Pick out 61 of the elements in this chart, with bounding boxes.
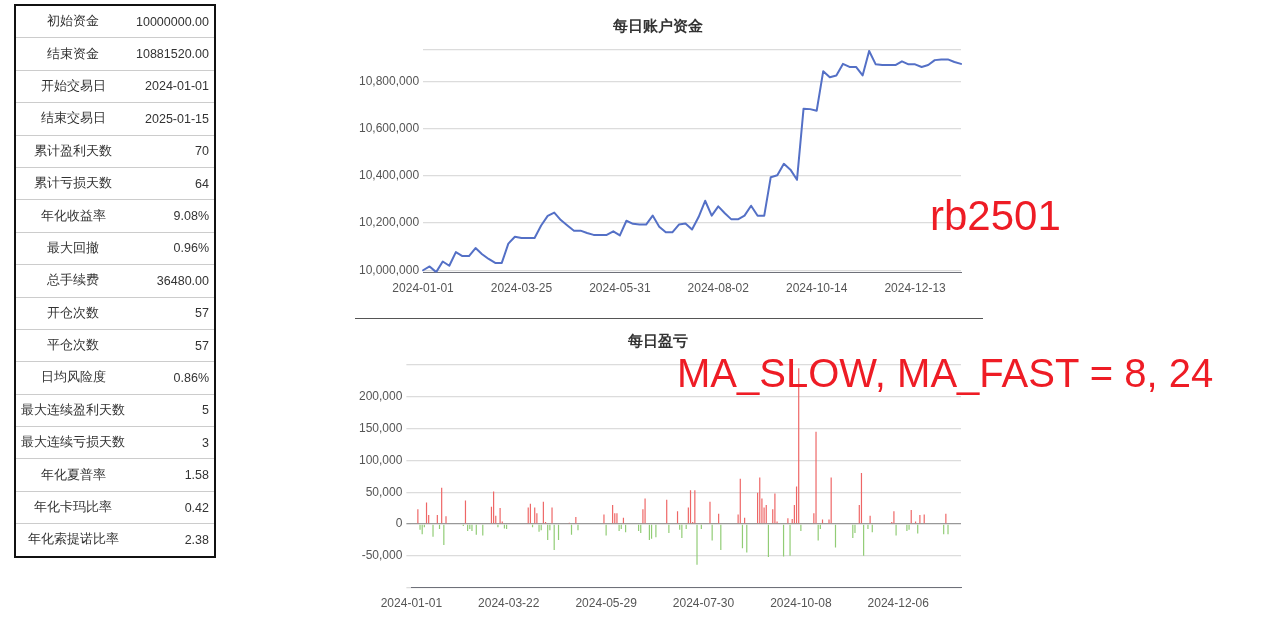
text: 57 [195,306,209,321]
y-tick-label: 200,000 [358,389,403,404]
text: 5 [202,403,209,418]
text: 0.86% [173,370,209,385]
y-tick-label: 100,000 [358,452,403,467]
category-label: 结束交易日 [15,102,131,136]
category-label: 最大回撤 [15,232,131,265]
x-tick-label: 2024-03-22 [478,596,540,611]
category-label: 初始资金 [15,5,131,38]
y-tick-label: 150,000 [358,420,403,435]
category-label: 总手续费 [15,264,131,298]
category-label: 最大连续亏损天数 [15,426,131,459]
chart-title: 每日账户资金 [612,17,703,35]
y-tick-label: 10,800,000 [359,74,420,89]
x-tick-label: 2024-03-25 [490,281,553,296]
category-label: 年化收益率 [15,199,131,233]
category-label: 开始交易日 [15,70,131,103]
x-tick-label: 2024-05-29 [575,596,638,611]
x-tick-label: 2024-08-02 [687,281,750,296]
text: 10000000.00 [136,14,209,29]
category-label: 结束资金 [15,37,131,71]
text: 57 [195,338,209,353]
x-tick-label: 2024-12-13 [884,281,947,296]
category-label: 年化卡玛比率 [15,491,131,524]
x-tick-label: 2024-01-01 [380,596,443,611]
text: 1.58 [184,468,209,483]
text: 10881520.00 [136,47,209,62]
x-tick-label: 2024-10-08 [770,596,832,611]
text: 2025-01-15 [145,111,209,126]
category-label: 年化索提诺比率 [15,523,131,557]
text: 0.42 [184,500,209,515]
x-tick-label: 2024-07-30 [672,596,735,611]
y-tick-label: 10,200,000 [359,215,420,230]
y-tick-label: 0 [395,516,403,531]
category-label: 开仓次数 [15,297,131,330]
text: 64 [195,176,209,191]
category-label: 平仓次数 [15,329,131,362]
y-tick-label: -50,000 [361,548,403,563]
text: 36480.00 [156,273,209,288]
y-tick-label: 10,000,000 [359,262,420,277]
text: 9.08% [173,209,209,224]
text: 0.96% [173,241,209,256]
category-label: 累计盈利天数 [15,135,131,168]
category-label: 最大连续盈利天数 [15,394,131,427]
text: 70 [195,144,209,159]
y-tick-label: 10,400,000 [359,168,420,183]
category-label: 年化夏普率 [15,458,131,492]
x-tick-label: 2024-01-01 [392,281,455,296]
y-tick-label: 10,600,000 [359,121,420,136]
x-tick-label: 2024-10-14 [785,281,848,296]
annotation: rb2501 [930,192,1061,239]
x-tick-label: 2024-12-06 [867,596,930,611]
category-label: 累计亏损天数 [15,167,131,200]
category-label: 日均风险度 [15,361,131,395]
text: 2.38 [184,532,209,547]
chart-title: 每日盈亏 [627,332,688,350]
x-tick-label: 2024-05-31 [589,281,651,296]
annotation: MA_SLOW, MA_FAST = 8, 24 [677,351,1214,395]
text: 2024-01-01 [145,79,209,94]
y-tick-label: 50,000 [365,484,403,499]
text: 3 [202,435,209,450]
